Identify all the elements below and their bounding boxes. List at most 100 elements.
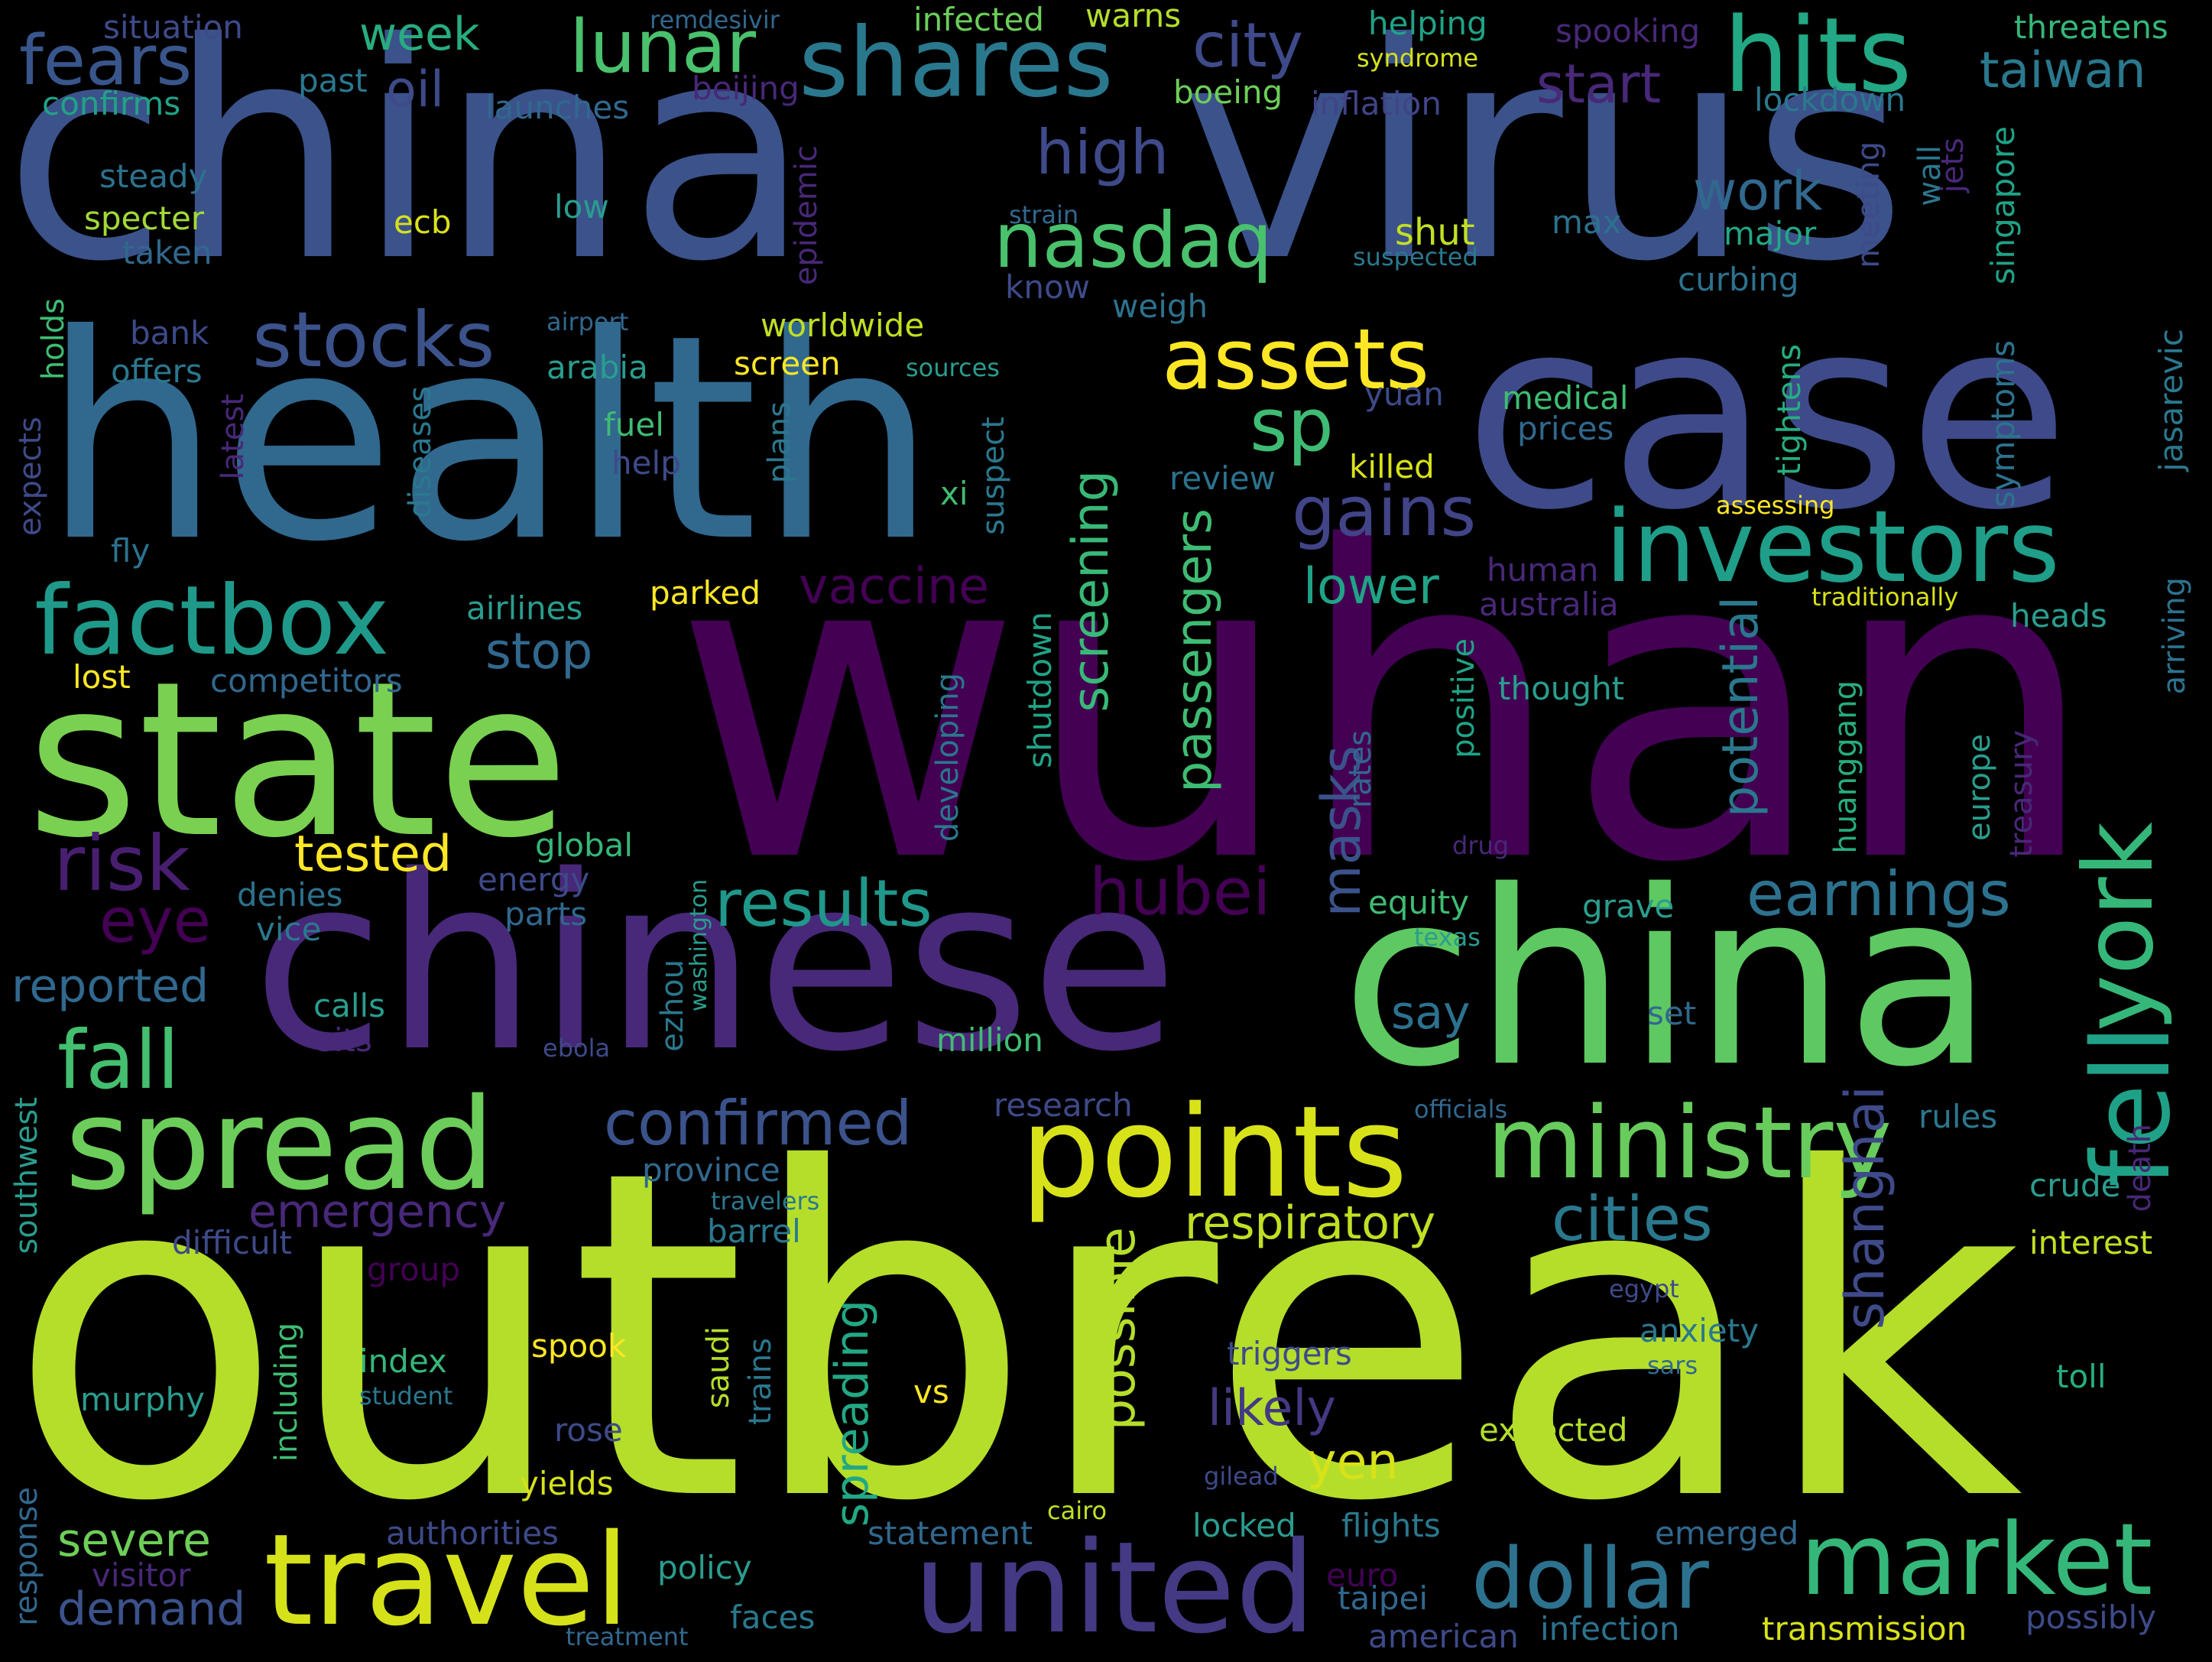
word-fall: fall bbox=[57, 1014, 180, 1107]
word-beijing: beijing bbox=[692, 70, 799, 107]
word-results: results bbox=[715, 866, 932, 942]
word-helping: helping bbox=[1368, 5, 1487, 42]
word-saudi: saudi bbox=[701, 1326, 736, 1409]
word-including: including bbox=[269, 1323, 304, 1462]
word-fuel: fuel bbox=[604, 406, 664, 443]
word-confirms: confirms bbox=[42, 85, 181, 122]
word-statement: statement bbox=[868, 1514, 1033, 1552]
word-jasarevic: jasarevic bbox=[2152, 329, 2190, 472]
word-ezhou: ezhou bbox=[655, 959, 690, 1052]
word-spooking: spooking bbox=[1555, 12, 1701, 50]
word-australia: australia bbox=[1479, 586, 1619, 623]
word-student: student bbox=[359, 1381, 453, 1410]
word-sp: sp bbox=[1250, 384, 1334, 468]
word-screening: screening bbox=[1062, 470, 1120, 713]
word-grave: grave bbox=[1582, 888, 1675, 925]
word-max: max bbox=[1552, 203, 1622, 241]
word-authorities: authorities bbox=[386, 1514, 559, 1552]
word-remdesivir: remdesivir bbox=[650, 5, 780, 34]
word-ecb: ecb bbox=[394, 203, 452, 241]
word-screen: screen bbox=[734, 345, 841, 382]
word-vice: vice bbox=[256, 911, 322, 948]
word-parked: parked bbox=[650, 574, 761, 612]
word-boeing: boeing bbox=[1173, 73, 1283, 111]
word-stop: stop bbox=[485, 623, 593, 680]
word-yen: yen bbox=[1307, 1433, 1399, 1491]
word-past: past bbox=[298, 62, 368, 99]
word-calls: calls bbox=[313, 987, 386, 1024]
word-launches: launches bbox=[485, 89, 630, 126]
word-southwest: southwest bbox=[9, 1097, 44, 1255]
word-threatens: threatens bbox=[2014, 8, 2168, 46]
word-arriving: arriving bbox=[2157, 577, 2192, 695]
word-warns: warns bbox=[1085, 0, 1182, 34]
word-likely: likely bbox=[1208, 1380, 1336, 1437]
word-specter: specter bbox=[84, 200, 205, 237]
word-passengers: passengers bbox=[1166, 508, 1223, 793]
word-syndrome: syndrome bbox=[1357, 44, 1479, 73]
word-traditionally: traditionally bbox=[1811, 583, 1959, 612]
word-index: index bbox=[359, 1342, 447, 1380]
word-positive: positive bbox=[1446, 638, 1481, 758]
word-market: market bbox=[1800, 1501, 2153, 1618]
word-yields: yields bbox=[520, 1465, 614, 1502]
word-group: group bbox=[367, 1251, 460, 1288]
word-possible: possible bbox=[1089, 1227, 1147, 1431]
word-taipei: taipei bbox=[1338, 1579, 1429, 1617]
word-work: work bbox=[1693, 160, 1823, 222]
word-hubei: hubei bbox=[1089, 855, 1271, 930]
word-emergency: emergency bbox=[248, 1185, 507, 1238]
word-triggers: triggers bbox=[1227, 1335, 1352, 1372]
word-chinese: chinese bbox=[252, 825, 1179, 1105]
word-jets: jets bbox=[1935, 138, 1970, 193]
word-plans: plans bbox=[762, 401, 797, 484]
word-human: human bbox=[1487, 551, 1599, 589]
word-ministry: ministry bbox=[1487, 1085, 1893, 1201]
word-treasury: treasury bbox=[2004, 730, 2039, 858]
word-earnings: earnings bbox=[1747, 859, 2011, 930]
word-possibly: possibly bbox=[2026, 1599, 2156, 1636]
word-know: know bbox=[1005, 268, 1090, 306]
word-york: york bbox=[2064, 822, 2175, 1032]
word-crude: crude bbox=[2029, 1167, 2121, 1204]
word-singapore: singapore bbox=[1984, 126, 2022, 285]
word-euro: euro bbox=[1326, 1557, 1399, 1594]
word-help: help bbox=[611, 444, 681, 482]
word-yuan: yuan bbox=[1364, 375, 1444, 413]
word-rates: rates bbox=[1343, 730, 1378, 809]
word-demand: demand bbox=[57, 1582, 246, 1636]
word-death: death bbox=[2123, 1124, 2158, 1212]
word-spook: spook bbox=[531, 1327, 627, 1365]
word-cities: cities bbox=[1552, 1183, 1713, 1255]
word-shutdown: shutdown bbox=[1021, 612, 1059, 768]
word-fears: fears bbox=[19, 21, 193, 101]
word-potential: potential bbox=[1712, 596, 1769, 818]
word-million: million bbox=[936, 1021, 1043, 1059]
word-diseases: diseases bbox=[403, 386, 438, 518]
word-competitors: competitors bbox=[210, 662, 403, 700]
word-infection: infection bbox=[1540, 1610, 1680, 1647]
word-spreading: spreading bbox=[825, 1300, 879, 1527]
word-strain: strain bbox=[1009, 200, 1079, 229]
word-situation: situation bbox=[103, 8, 243, 46]
word-stocks: stocks bbox=[252, 295, 495, 385]
word-factbox: factbox bbox=[34, 566, 390, 677]
word-high: high bbox=[1036, 117, 1169, 188]
word-offers: offers bbox=[111, 352, 203, 390]
word-vaccine: vaccine bbox=[799, 558, 990, 615]
word-united: united bbox=[913, 1514, 1315, 1661]
word-expected: expected bbox=[1479, 1411, 1628, 1449]
word-major: major bbox=[1724, 215, 1817, 252]
word-symptoms: symptoms bbox=[1984, 340, 2022, 508]
word-cairo: cairo bbox=[1047, 1496, 1108, 1525]
word-low: low bbox=[554, 188, 609, 226]
word-weigh: weigh bbox=[1112, 287, 1208, 325]
word-arabia: arabia bbox=[547, 349, 648, 386]
word-china-green: china bbox=[1341, 840, 1994, 1120]
word-shares: shares bbox=[799, 8, 1114, 118]
word-lockdown: lockdown bbox=[1754, 81, 1906, 118]
word-europe: europe bbox=[1962, 734, 1997, 841]
word-response: response bbox=[9, 1487, 44, 1626]
word-anxiety: anxiety bbox=[1640, 1312, 1760, 1349]
word-oil: oil bbox=[386, 61, 444, 118]
